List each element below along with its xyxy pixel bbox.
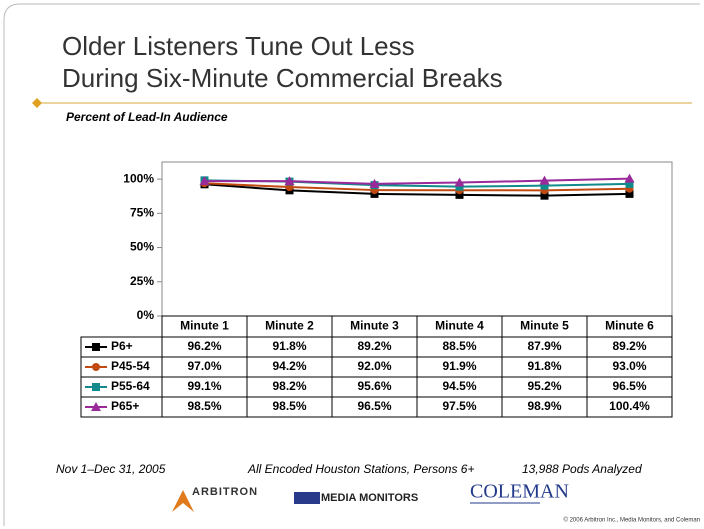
data-label: 95.2% <box>527 379 561 393</box>
logo: ARBITRON <box>192 486 258 498</box>
x-tick-label: Minute 3 <box>350 319 399 333</box>
data-label: 91.9% <box>442 359 476 373</box>
legend-label: P45-54 <box>111 359 150 373</box>
marker <box>454 177 465 187</box>
data-label: 97.5% <box>442 399 476 413</box>
footer-text: 13,988 Pods Analyzed <box>522 462 642 476</box>
y-tick-label: 75% <box>130 206 154 220</box>
data-label: 93.0% <box>612 359 646 373</box>
subtitle: Percent of Lead-In Audience <box>66 110 228 124</box>
marker <box>540 181 549 190</box>
data-label: 95.6% <box>357 379 391 393</box>
data-label: 94.5% <box>442 379 476 393</box>
data-label: 97.0% <box>187 359 221 373</box>
data-label: 98.5% <box>187 399 221 413</box>
x-tick-label: Minute 1 <box>180 319 229 333</box>
x-tick-label: Minute 6 <box>605 319 654 333</box>
legend-label: P55-64 <box>111 379 150 393</box>
data-label: 89.2% <box>612 339 646 353</box>
data-label: 100.4% <box>609 399 650 413</box>
data-label: 98.5% <box>272 399 306 413</box>
series-line <box>204 183 630 197</box>
marker <box>539 175 550 185</box>
title-line: During Six-Minute Commercial Breaks <box>62 63 503 93</box>
marker <box>284 176 295 186</box>
legend-marker <box>91 402 101 411</box>
data-label: 98.9% <box>527 399 561 413</box>
data-label: 91.8% <box>527 359 561 373</box>
marker <box>455 182 464 191</box>
logo: MEDIA MONITORS <box>321 492 418 504</box>
slide-border <box>3 3 700 526</box>
arbitron-icon <box>172 490 194 512</box>
data-label: 96.5% <box>357 399 391 413</box>
y-tick-label: 100% <box>123 171 154 185</box>
data-label: 98.2% <box>272 379 306 393</box>
media-monitors-icon <box>294 492 320 504</box>
series-line <box>204 177 630 185</box>
table-row <box>80 396 673 418</box>
marker <box>625 189 634 198</box>
legend-marker <box>92 383 100 391</box>
marker <box>624 173 635 183</box>
y-tick-label: 0% <box>137 308 155 322</box>
footer-text: Nov 1–Dec 31, 2005 <box>56 462 166 476</box>
legend-marker <box>92 343 100 351</box>
marker <box>199 176 210 186</box>
data-label: 94.2% <box>272 359 306 373</box>
title-diamond <box>32 98 42 108</box>
data-label: 87.9% <box>527 339 561 353</box>
legend-marker <box>92 363 100 371</box>
marker <box>369 178 380 188</box>
data-label: 96.5% <box>612 379 646 393</box>
y-tick-label: 50% <box>130 240 154 254</box>
data-label: 88.5% <box>442 339 476 353</box>
copyright: © 2006 Arbitron Inc., Media Monitors, an… <box>564 517 701 524</box>
x-tick-label: Minute 2 <box>265 319 314 333</box>
data-label: 99.1% <box>187 379 221 393</box>
data-label: 92.0% <box>357 359 391 373</box>
logo: COLEMAN <box>470 481 569 503</box>
marker <box>625 179 634 188</box>
footer-text: All Encoded Houston Stations, Persons 6+ <box>247 462 474 476</box>
x-tick-label: Minute 5 <box>520 319 569 333</box>
title-line: Older Listeners Tune Out Less <box>62 31 415 61</box>
data-label: 89.2% <box>357 339 391 353</box>
data-label: 91.8% <box>272 339 306 353</box>
legend-label: P6+ <box>111 339 133 353</box>
marker <box>540 191 549 200</box>
legend-label: P65+ <box>111 399 139 413</box>
data-label: 96.2% <box>187 339 221 353</box>
series-line <box>204 182 630 192</box>
x-tick-label: Minute 4 <box>435 319 484 333</box>
marker <box>455 190 464 199</box>
y-tick-label: 25% <box>130 274 154 288</box>
